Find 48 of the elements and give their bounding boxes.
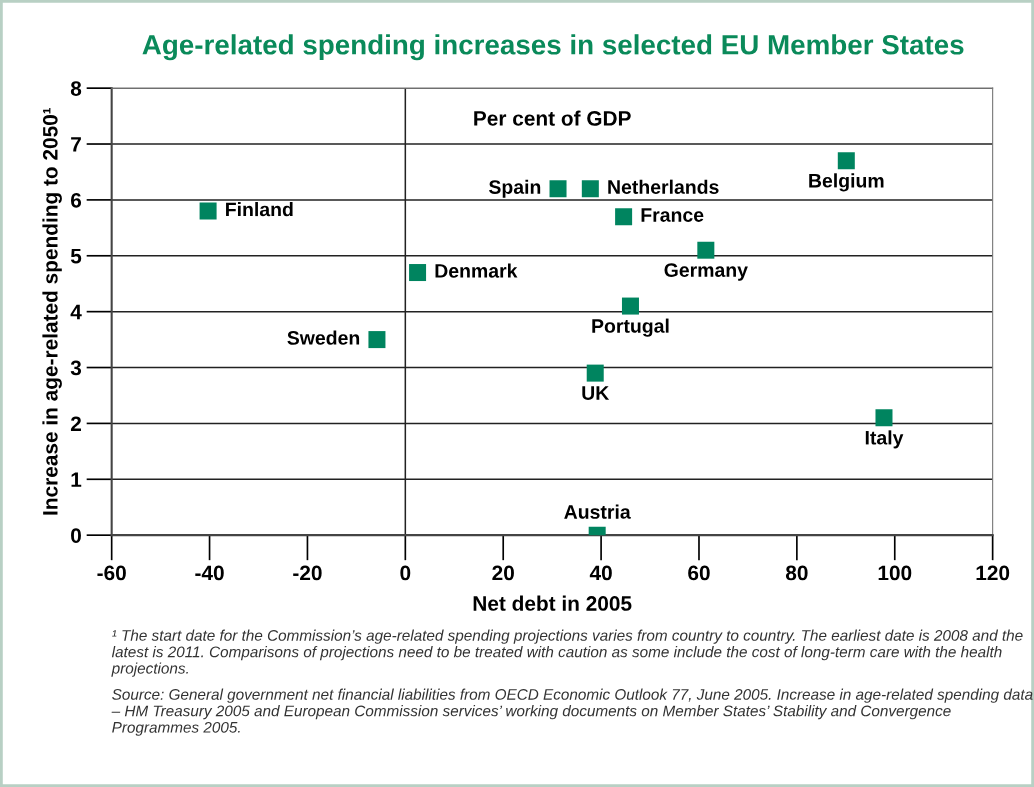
point <box>615 208 633 226</box>
annotation: France <box>641 208 704 222</box>
text: Per cent of GDP <box>474 110 631 126</box>
y-tick-label: 6 <box>70 192 82 208</box>
x-tick-label: -20 <box>293 565 322 581</box>
x-tick-label: -60 <box>97 565 126 581</box>
y-tick-label: 2 <box>70 416 81 431</box>
y-tick-label: 0 <box>71 528 81 543</box>
x-tick-label: -40 <box>195 565 224 581</box>
x-tick-label: 20 <box>492 565 514 581</box>
point <box>837 152 855 170</box>
point <box>586 364 604 382</box>
point <box>199 202 217 220</box>
annotation: Finland <box>226 202 293 217</box>
annotation: Spain <box>488 179 541 198</box>
x-tick-label: 60 <box>688 565 710 581</box>
point <box>409 264 427 282</box>
point <box>549 180 567 198</box>
y-tick-label: 7 <box>71 137 81 152</box>
point <box>581 180 599 198</box>
chart-title: Age-related spending increases in selected EU Member States <box>142 34 964 61</box>
y-tick-label: 5 <box>70 248 82 264</box>
annotation: Sweden <box>287 330 360 345</box>
point <box>621 297 639 315</box>
annotation: Italy <box>865 430 904 449</box>
point <box>875 409 893 427</box>
annotation: Denmark <box>435 263 518 278</box>
text: ¹ The start date for the Commission’s age-related spending projections varies from country to country. The earliest date is 2008 and the latest is 2011. Comparisons of projections need to be treated with caution as some include the cost of long-term care with the health projections. <box>111 629 1023 677</box>
y-tick-label: 3 <box>70 360 82 376</box>
x-tick-label: 100 <box>878 565 912 581</box>
annotation: UK <box>582 386 610 400</box>
y-tick-label: 4 <box>70 304 82 320</box>
annotation: Austria <box>564 504 631 519</box>
annotation: Belgium <box>809 173 884 192</box>
annotation: Portugal <box>592 318 669 337</box>
annotation: Netherlands <box>608 179 719 194</box>
x-tick-label: 80 <box>785 565 808 581</box>
x-axis-title: Net debt in 2005 <box>473 595 632 611</box>
y-axis-title: Increase in age-related spending to 2050¹ <box>42 107 62 515</box>
y-tick-label: 8 <box>70 81 82 96</box>
y-tick-label: 1 <box>71 472 82 487</box>
annotation: Germany <box>664 263 748 281</box>
source-note: Source: General government net financial liabilities from OECD Economic Outlook 77, June 2005. Increase in age-related spending data – HM Treasury 2005 and European Commission services’ working documents on Member States’ Stability and Convergence Programmes 2005. <box>111 688 1033 736</box>
x-tick-label: 0 <box>400 565 411 581</box>
point <box>368 331 386 349</box>
x-tick-label: 120 <box>976 565 1010 581</box>
x-tick-label: 40 <box>589 565 612 581</box>
point <box>697 241 715 259</box>
